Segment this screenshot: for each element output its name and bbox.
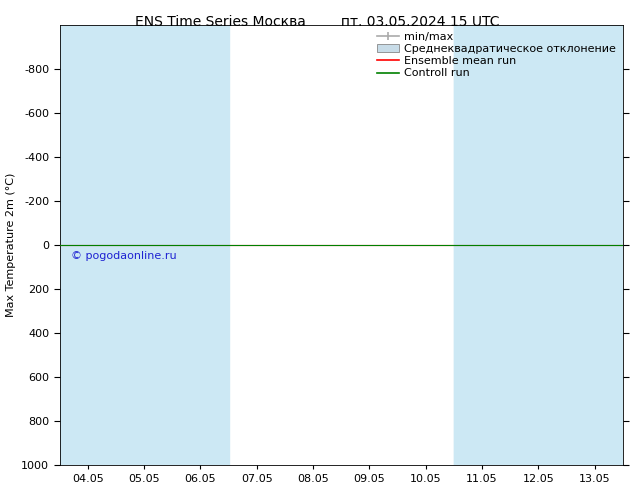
Legend: min/max, Среднеквадратическое отклонение, Ensemble mean run, Controll run: min/max, Среднеквадратическое отклонение… — [373, 28, 619, 82]
Bar — [454, 25, 567, 465]
Text: © pogodaonline.ru: © pogodaonline.ru — [71, 251, 176, 261]
Bar — [454, 25, 623, 465]
Y-axis label: Max Temperature 2m (°C): Max Temperature 2m (°C) — [6, 173, 16, 318]
Bar — [60, 25, 228, 465]
Text: ENS Time Series Москва        пт. 03.05.2024 15 UTC: ENS Time Series Москва пт. 03.05.2024 15… — [135, 15, 499, 29]
